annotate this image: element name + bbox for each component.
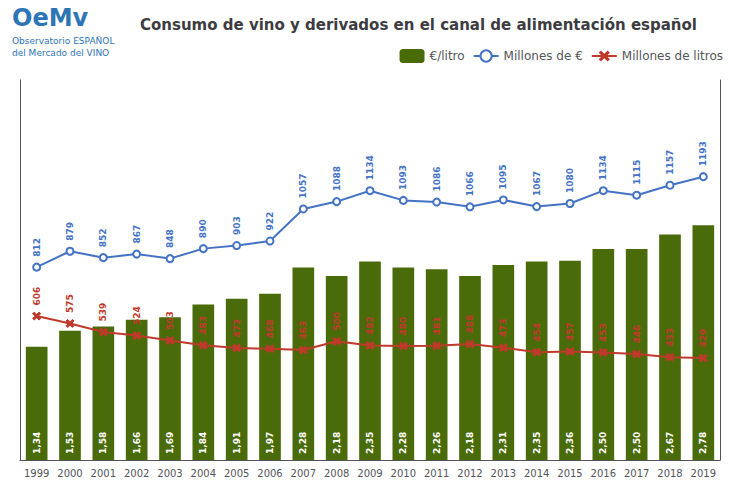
svg-text:2,18: 2,18 — [465, 432, 475, 454]
svg-text:1067: 1067 — [532, 171, 542, 196]
svg-text:539: 539 — [98, 303, 108, 322]
svg-text:2000: 2000 — [57, 468, 82, 479]
svg-text:1,84: 1,84 — [198, 432, 208, 454]
svg-text:2019: 2019 — [691, 468, 716, 479]
svg-text:429: 429 — [698, 329, 708, 348]
svg-text:2,78: 2,78 — [698, 432, 708, 454]
svg-text:2008: 2008 — [324, 468, 349, 479]
svg-text:2004: 2004 — [191, 468, 216, 479]
svg-text:2,28: 2,28 — [298, 432, 308, 454]
svg-text:575: 575 — [65, 294, 75, 313]
svg-text:1,91: 1,91 — [232, 432, 242, 454]
svg-text:2,50: 2,50 — [632, 432, 642, 454]
svg-text:468: 468 — [265, 320, 275, 339]
svg-text:1157: 1157 — [665, 150, 675, 175]
svg-text:1086: 1086 — [432, 167, 442, 192]
svg-text:2,67: 2,67 — [665, 432, 675, 454]
svg-text:1088: 1088 — [332, 166, 342, 191]
svg-text:1,34: 1,34 — [32, 432, 42, 454]
svg-text:1,69: 1,69 — [165, 432, 175, 454]
svg-text:1999: 1999 — [24, 468, 49, 479]
svg-text:1080: 1080 — [565, 168, 575, 193]
svg-text:2017: 2017 — [624, 468, 649, 479]
svg-text:606: 606 — [32, 287, 42, 306]
svg-text:2014: 2014 — [524, 468, 549, 479]
svg-text:524: 524 — [132, 306, 142, 325]
svg-text:483: 483 — [198, 316, 208, 335]
svg-text:848: 848 — [165, 229, 175, 248]
svg-text:879: 879 — [65, 222, 75, 241]
svg-text:481: 481 — [432, 316, 442, 335]
svg-text:463: 463 — [298, 321, 308, 340]
svg-text:2,36: 2,36 — [565, 432, 575, 454]
svg-text:1,58: 1,58 — [98, 432, 108, 454]
svg-text:1,53: 1,53 — [65, 432, 75, 454]
svg-text:2007: 2007 — [291, 468, 316, 479]
svg-text:2012: 2012 — [457, 468, 482, 479]
svg-text:890: 890 — [198, 219, 208, 238]
svg-text:2001: 2001 — [91, 468, 116, 479]
svg-text:2005: 2005 — [224, 468, 249, 479]
svg-text:2,28: 2,28 — [398, 432, 408, 454]
svg-text:1193: 1193 — [698, 141, 708, 166]
svg-text:446: 446 — [632, 325, 642, 344]
svg-text:2015: 2015 — [557, 468, 582, 479]
svg-text:Consumo de vino y derivados en: Consumo de vino y derivados en el canal … — [140, 16, 697, 34]
svg-text:OeMv: OeMv — [12, 4, 89, 32]
svg-text:1057: 1057 — [298, 173, 308, 198]
svg-text:472: 472 — [232, 319, 242, 338]
svg-text:433: 433 — [665, 328, 675, 347]
svg-text:Millones de €: Millones de € — [504, 49, 583, 63]
svg-text:852: 852 — [98, 228, 108, 247]
svg-text:503: 503 — [165, 311, 175, 330]
svg-text:€/litro: €/litro — [430, 49, 465, 63]
svg-text:2003: 2003 — [157, 468, 182, 479]
svg-text:2,35: 2,35 — [365, 432, 375, 454]
svg-text:1134: 1134 — [598, 155, 608, 180]
svg-text:1134: 1134 — [365, 155, 375, 180]
svg-text:Observatorio ESPAÑOL: Observatorio ESPAÑOL — [12, 36, 114, 46]
svg-text:2011: 2011 — [424, 468, 449, 479]
svg-text:488: 488 — [465, 315, 475, 334]
svg-text:903: 903 — [232, 216, 242, 235]
svg-text:2,50: 2,50 — [598, 432, 608, 454]
svg-text:812: 812 — [32, 238, 42, 257]
svg-text:453: 453 — [598, 323, 608, 342]
svg-text:2,35: 2,35 — [532, 432, 542, 454]
svg-text:2002: 2002 — [124, 468, 149, 479]
svg-text:1066: 1066 — [465, 171, 475, 196]
svg-text:2018: 2018 — [657, 468, 682, 479]
svg-text:473: 473 — [498, 318, 508, 337]
svg-text:500: 500 — [332, 312, 342, 331]
svg-text:457: 457 — [565, 322, 575, 341]
svg-text:2016: 2016 — [591, 468, 616, 479]
svg-text:867: 867 — [132, 225, 142, 244]
svg-text:2,26: 2,26 — [432, 432, 442, 454]
svg-text:922: 922 — [265, 212, 275, 231]
svg-text:1093: 1093 — [398, 165, 408, 190]
svg-text:2006: 2006 — [257, 468, 282, 479]
svg-text:2,18: 2,18 — [332, 432, 342, 454]
svg-text:454: 454 — [532, 323, 542, 342]
svg-text:del Mercado del VINO: del Mercado del VINO — [12, 48, 109, 58]
svg-text:2,31: 2,31 — [498, 432, 508, 454]
svg-text:2013: 2013 — [491, 468, 516, 479]
svg-text:1,97: 1,97 — [265, 432, 275, 454]
svg-text:1,66: 1,66 — [132, 432, 142, 454]
svg-text:2009: 2009 — [357, 468, 382, 479]
svg-text:1095: 1095 — [498, 164, 508, 189]
svg-text:Millones de litros: Millones de litros — [622, 49, 723, 63]
svg-text:2010: 2010 — [391, 468, 416, 479]
svg-text:480: 480 — [398, 317, 408, 336]
svg-text:1115: 1115 — [632, 160, 642, 185]
svg-text:482: 482 — [365, 316, 375, 335]
